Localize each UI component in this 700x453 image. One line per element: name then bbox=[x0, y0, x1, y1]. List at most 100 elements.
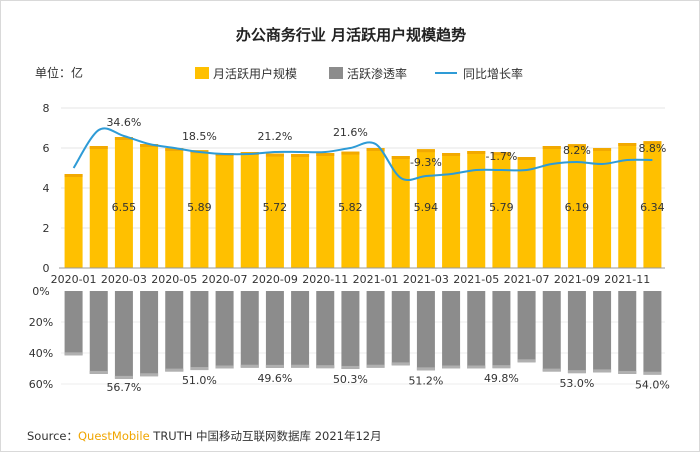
growth-value-labels: 34.6% 18.5% 21.2% 21.6% -9.3% -1.7% 8.2% 8.8% bbox=[106, 116, 666, 169]
penetration-bar-2020-11 bbox=[316, 291, 335, 369]
mau-bar-top-2021-07 bbox=[517, 157, 536, 160]
mau-bar-2021-05 bbox=[467, 151, 486, 268]
penetration-value-label-2021-06: 49.8% bbox=[484, 372, 519, 385]
mau-bar-2020-01 bbox=[64, 174, 83, 268]
mau-bar-2020-03 bbox=[114, 137, 133, 268]
penetration-bar-2021-02 bbox=[391, 291, 410, 366]
mau-bar-top-2020-05 bbox=[165, 148, 184, 151]
penetration-bar-2021-07 bbox=[517, 291, 536, 363]
penetration-bar-2021-12 bbox=[643, 291, 662, 375]
mau-bar-top-2021-01 bbox=[366, 148, 385, 151]
source-note: Source：QuestMobile TRUTH 中国移动互联网数据库 2021… bbox=[27, 428, 382, 444]
penetration-bar-end-2021-04 bbox=[442, 365, 461, 369]
gridlines bbox=[61, 107, 665, 385]
penetration-bar-end-2020-06 bbox=[190, 367, 209, 371]
penetration-bar-end-2021-03 bbox=[416, 367, 435, 371]
mau-bar-top-2021-05 bbox=[467, 151, 486, 154]
x-tick-2021-07: 2021-07 bbox=[504, 273, 550, 286]
mau-value-label-2021-03: 5.94 bbox=[414, 201, 439, 214]
mau-y-axis: 0 2 4 6 8 bbox=[43, 102, 50, 275]
mau-bar-2021-11 bbox=[618, 143, 637, 268]
penetration-bar-end-2020-03 bbox=[114, 375, 133, 379]
penetration-bar-2020-02 bbox=[89, 291, 108, 374]
penetration-bar-end-2020-12 bbox=[341, 365, 360, 369]
penetration-bar-2020-01 bbox=[64, 291, 83, 356]
penetration-bar-end-2021-05 bbox=[467, 365, 486, 369]
growth-value-label-2021-06: -1.7% bbox=[485, 150, 517, 163]
penetration-bar-end-2021-12 bbox=[643, 371, 662, 375]
penetration-bar-end-2021-10 bbox=[593, 369, 612, 373]
mau-bar-top-2020-12 bbox=[341, 151, 360, 155]
mau-bar-top-2020-10 bbox=[291, 154, 310, 157]
mau-value-label-2020-12: 5.82 bbox=[338, 201, 363, 214]
mau-y-tick-4: 4 bbox=[43, 182, 50, 195]
penetration-value-label-2020-06: 51.0% bbox=[182, 374, 217, 387]
mau-bar-2020-04 bbox=[140, 144, 159, 268]
mau-bar-2020-11 bbox=[316, 153, 335, 268]
legend-swatch-mau bbox=[195, 67, 209, 79]
mau-bar-top-2021-09 bbox=[567, 144, 586, 148]
penetration-bar-end-2020-01 bbox=[64, 352, 83, 356]
legend-swatch-penetration bbox=[329, 67, 343, 79]
x-tick-2021-01: 2021-01 bbox=[353, 273, 399, 286]
mau-bar-2020-05 bbox=[165, 148, 184, 268]
penetration-bar-2020-10 bbox=[291, 291, 310, 368]
penetration-y-tick-3: 60% bbox=[29, 378, 53, 391]
penetration-value-label-2020-03: 56.7% bbox=[106, 381, 141, 394]
mau-value-label-2020-06: 5.89 bbox=[187, 201, 212, 214]
x-tick-2020-07: 2020-07 bbox=[202, 273, 248, 286]
growth-line-path bbox=[72, 127, 653, 182]
mau-y-tick-8: 8 bbox=[43, 102, 50, 115]
mau-bars bbox=[64, 137, 662, 268]
mau-bar-top-2020-01 bbox=[64, 174, 83, 177]
penetration-y-axis: 0% 20% 40% 60% bbox=[29, 285, 53, 391]
mau-bar-top-2020-03 bbox=[114, 137, 133, 140]
penetration-y-tick-1: 20% bbox=[29, 316, 53, 329]
penetration-bar-end-2020-08 bbox=[240, 364, 259, 368]
legend-label-mau: 月活跃用户规模 bbox=[213, 66, 297, 81]
penetration-bar-end-2020-10 bbox=[291, 364, 310, 368]
unit-label: 单位：亿 bbox=[35, 65, 83, 80]
penetration-value-label-2021-03: 51.2% bbox=[408, 374, 443, 387]
penetration-y-tick-0: 0% bbox=[32, 285, 49, 298]
x-tick-2020-01: 2020-01 bbox=[51, 273, 97, 286]
source-prefix: Source： bbox=[27, 429, 78, 443]
penetration-bar-end-2020-09 bbox=[265, 364, 284, 368]
mau-bar-top-2021-08 bbox=[542, 146, 561, 149]
mau-bar-2020-08 bbox=[240, 152, 259, 268]
mau-bar-2020-06 bbox=[190, 150, 209, 268]
x-tick-2020-11: 2020-11 bbox=[302, 273, 348, 286]
penetration-bar-2021-08 bbox=[542, 291, 561, 372]
mau-bar-2021-06 bbox=[492, 152, 511, 268]
mau-bar-2021-10 bbox=[593, 148, 612, 268]
mau-bar-top-2020-09 bbox=[265, 153, 284, 157]
penetration-bar-2020-12 bbox=[341, 291, 360, 369]
mau-bar-2021-07 bbox=[517, 157, 536, 268]
penetration-bar-end-2020-11 bbox=[316, 365, 335, 369]
penetration-bar-2021-01 bbox=[366, 291, 385, 368]
mau-value-labels: 6.55 5.89 5.72 5.82 5.94 5.79 6.19 6.34 bbox=[112, 201, 665, 214]
penetration-bar-2020-09 bbox=[265, 291, 284, 368]
growth-value-label-2020-12: 21.6% bbox=[333, 126, 368, 139]
growth-value-label-2020-03: 34.6% bbox=[106, 116, 141, 129]
penetration-value-label-2021-09: 53.0% bbox=[559, 377, 594, 390]
mau-y-tick-0: 0 bbox=[43, 262, 50, 275]
x-tick-2020-05: 2020-05 bbox=[151, 273, 197, 286]
mau-bar-2021-04 bbox=[442, 153, 461, 268]
penetration-value-label-2020-09: 49.6% bbox=[257, 372, 292, 385]
mau-bar-top-2020-02 bbox=[89, 146, 108, 149]
mau-value-label-2021-09: 6.19 bbox=[565, 201, 590, 214]
penetration-bar-2021-09 bbox=[567, 291, 586, 374]
penetration-bar-end-2021-09 bbox=[567, 370, 586, 374]
penetration-y-tick-2: 40% bbox=[29, 347, 53, 360]
chart-title: 办公商务行业 月活跃用户规模趋势 bbox=[236, 26, 466, 44]
penetration-bar-2020-03 bbox=[114, 291, 133, 379]
mau-bar-2021-12 bbox=[643, 141, 662, 268]
mau-bar-top-2021-06 bbox=[492, 152, 511, 156]
penetration-bar-end-2021-07 bbox=[517, 359, 536, 363]
mau-bar-2021-01 bbox=[366, 148, 385, 268]
penetration-bar-end-2021-11 bbox=[618, 370, 637, 374]
mau-bar-2020-07 bbox=[215, 153, 234, 268]
x-axis-ticks: 2020-01 2020-03 2020-05 2020-07 2020-09 2020-… bbox=[51, 273, 651, 286]
